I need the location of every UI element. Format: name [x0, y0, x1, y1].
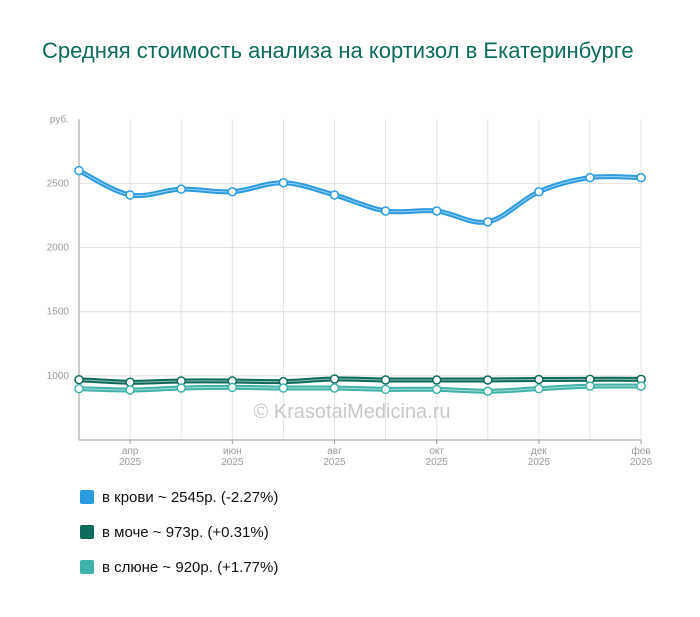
data-point-saliva — [534, 383, 544, 394]
y-tick-label: 1500 — [47, 307, 70, 318]
y-tick-label: 1000 — [47, 371, 70, 382]
data-point-blood — [380, 206, 391, 216]
data-point-blood — [329, 190, 340, 200]
data-point-saliva — [227, 382, 238, 393]
x-tick-year: 2025 — [221, 457, 244, 468]
series-line-blood — [76, 168, 644, 225]
x-tick-month: авг — [327, 446, 342, 457]
y-tick-label: 2000 — [47, 243, 70, 254]
data-point-blood — [534, 186, 544, 197]
x-tick-month: июн — [223, 446, 242, 457]
data-point-saliva — [329, 383, 340, 393]
data-point-blood — [585, 172, 595, 183]
legend-item-saliva[interactable]: в слюне ~ 920р. (+1.77%) — [80, 558, 278, 576]
data-point-saliva — [431, 384, 442, 395]
x-tick-year: 2025 — [528, 457, 551, 468]
data-point-saliva — [176, 383, 186, 393]
data-point-urine — [329, 374, 340, 384]
data-point-saliva — [125, 385, 135, 395]
data-point-blood — [483, 217, 493, 227]
data-point-blood — [227, 186, 238, 197]
data-point-blood — [431, 206, 442, 216]
grid-lines — [79, 119, 642, 440]
y-axis-unit: руб. — [50, 113, 69, 125]
data-point-urine — [431, 375, 442, 385]
legend-swatch-blood — [80, 490, 94, 504]
line-chart: 1000150020002500руб.апр2025июн2025авг202… — [47, 113, 653, 468]
data-point-saliva — [585, 381, 595, 391]
y-tick-label: 2500 — [47, 178, 70, 189]
chart-title: Средняя стоимость анализа на кортизол в … — [42, 38, 634, 63]
data-point-urine — [380, 375, 391, 385]
data-point-urine — [534, 374, 544, 385]
x-tick-month: дек — [531, 446, 547, 457]
data-point-urine — [483, 375, 493, 385]
data-point-saliva — [483, 386, 493, 396]
data-point-blood — [176, 184, 186, 194]
data-point-urine — [125, 377, 135, 388]
legend-swatch-saliva — [80, 560, 94, 574]
watermark: © KrasotaiMedicina.ru — [253, 401, 450, 423]
legend: в крови ~ 2545р. (-2.27%) в моче ~ 973р.… — [80, 488, 278, 593]
data-point-saliva — [636, 381, 646, 391]
series-lines — [76, 168, 644, 394]
x-tick-month: фев — [632, 445, 651, 457]
data-point-blood — [636, 172, 646, 183]
x-tick-year: 2025 — [426, 457, 449, 468]
data-point-saliva — [380, 384, 391, 395]
data-point-saliva — [278, 383, 289, 393]
x-tick-year: 2025 — [323, 457, 346, 468]
data-point-blood — [74, 165, 84, 176]
legend-swatch-urine — [80, 525, 94, 539]
x-tick-year: 2025 — [119, 457, 142, 468]
data-point-urine — [74, 374, 84, 385]
legend-label-saliva: в слюне ~ 920р. (+1.77%) — [102, 558, 279, 576]
data-point-blood — [278, 178, 289, 188]
data-point-blood — [125, 190, 135, 200]
x-tick-month: окт — [429, 446, 444, 457]
x-tick-month: апр — [122, 446, 139, 457]
series-points — [74, 165, 646, 396]
legend-item-urine[interactable]: в моче ~ 973р. (+0.31%) — [80, 523, 278, 541]
x-tick-year: 2026 — [630, 457, 653, 468]
data-point-saliva — [74, 383, 84, 394]
legend-label-blood: в крови ~ 2545р. (-2.27%) — [102, 488, 279, 506]
legend-item-blood[interactable]: в крови ~ 2545р. (-2.27%) — [80, 488, 278, 506]
series-line-highlight-blood — [78, 170, 642, 223]
legend-label-urine: в моче ~ 973р. (+0.31%) — [102, 523, 269, 541]
